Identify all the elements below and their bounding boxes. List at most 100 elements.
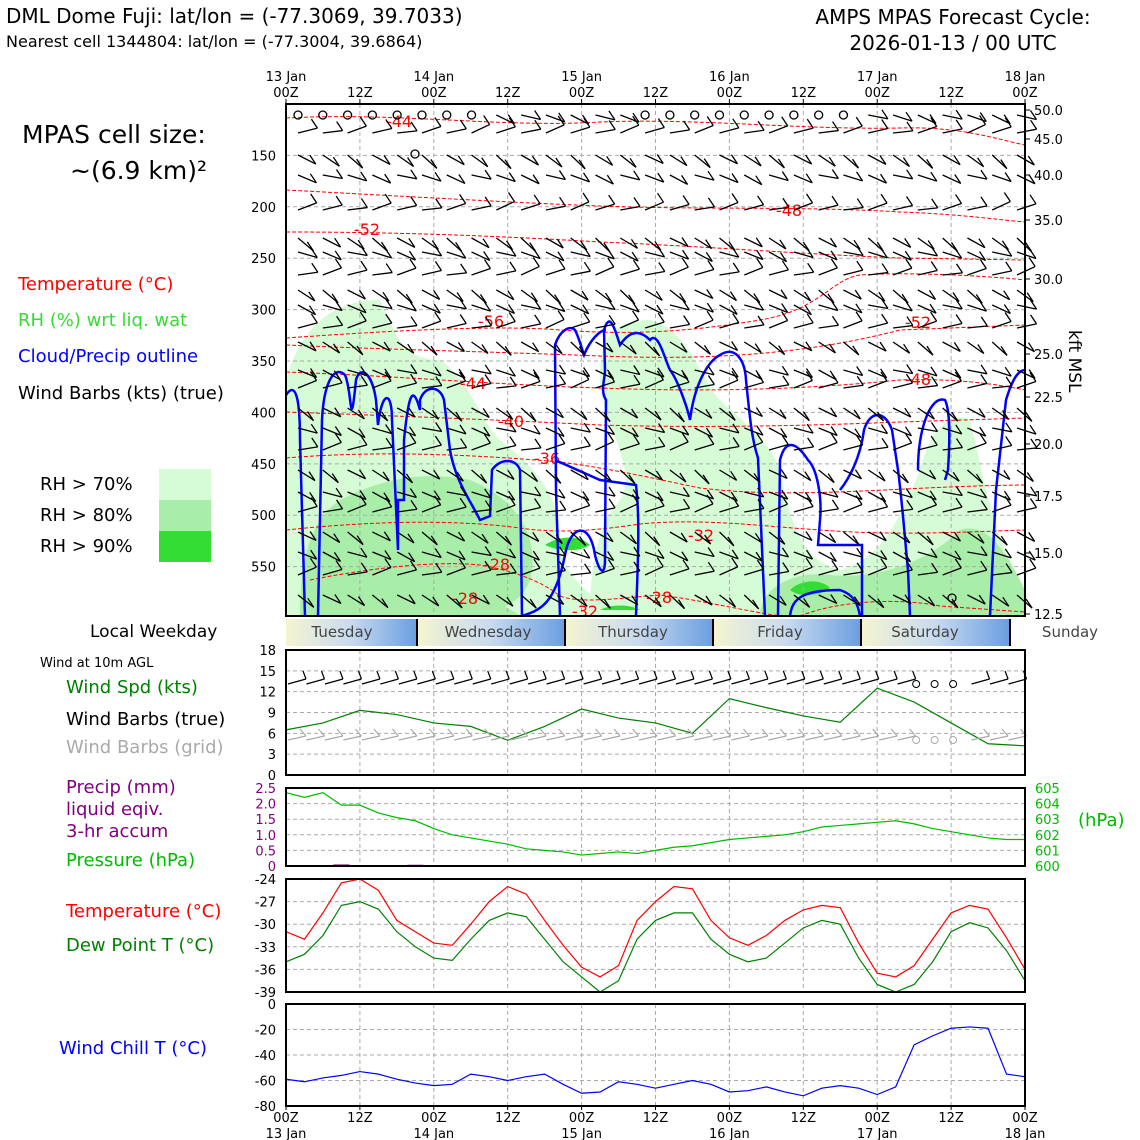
wind-barb	[322, 469, 339, 484]
wind-barb-flag	[430, 159, 438, 169]
wind-barb-flag	[781, 489, 789, 500]
wind-barb	[1016, 380, 1037, 389]
wind-barb	[570, 469, 589, 481]
wind-barb	[917, 531, 934, 546]
wind-barb	[744, 324, 765, 329]
wind-barb	[694, 341, 711, 355]
wind-barb	[967, 508, 988, 513]
wind-barb	[545, 551, 566, 557]
top-date-label: 14 Jan	[413, 70, 454, 85]
temp-contour-1	[285, 189, 1026, 223]
wind-barb-flag	[879, 173, 888, 184]
wind-barb	[297, 202, 317, 211]
temp-contour-4	[285, 324, 1026, 358]
surface-barb	[417, 678, 436, 685]
wind-barb	[1016, 323, 1037, 329]
wind-barb	[396, 251, 416, 261]
wind-barb	[991, 154, 1008, 170]
wind-barb-flag	[608, 486, 616, 497]
wind-barb	[917, 551, 938, 559]
grid-barb-flag	[835, 728, 843, 737]
wind-barb	[446, 202, 466, 211]
wind-barb	[669, 491, 690, 498]
wind-barb	[991, 407, 1009, 421]
wind-barb	[347, 427, 366, 439]
wind-barb-flag	[603, 412, 611, 423]
calm-circle	[392, 110, 402, 120]
grid-barb	[638, 735, 658, 741]
bottom-date-label: 15 Jan	[561, 1127, 602, 1140]
wind-barb	[421, 341, 438, 356]
wind-barb-flag	[954, 368, 962, 379]
wind-barb-flag	[583, 367, 591, 377]
wind-barb-flag	[480, 473, 488, 484]
wind-barb	[446, 237, 463, 252]
wind-barb-flag	[557, 427, 565, 437]
wind-barb-flag	[653, 536, 661, 547]
wind-barb	[347, 503, 367, 513]
wind-barb	[595, 381, 615, 389]
wind-barb-flag	[483, 426, 491, 437]
wind-barb	[372, 380, 392, 389]
wind-barb-flag	[658, 423, 666, 433]
grid-barb-flag	[539, 728, 547, 737]
surface-barb-flag	[487, 670, 492, 680]
legend-wind-speed: Wind Spd (kts)	[66, 677, 198, 698]
wind-barb	[719, 127, 739, 134]
weekday-label: Local Weekday	[90, 622, 218, 642]
wind-barb-flag	[632, 259, 640, 270]
surface-barb	[971, 678, 990, 685]
wind-barb	[496, 320, 516, 329]
wind-barb-flag	[336, 121, 344, 131]
wind-barb	[595, 203, 615, 211]
wind-barb-flag	[906, 364, 914, 374]
wind-barb	[669, 407, 685, 423]
wind-barb	[520, 203, 541, 211]
wind-barb	[917, 369, 938, 377]
legend-rh: RH (%) wrt liq. wat	[18, 310, 188, 331]
wind-barb-flag	[903, 533, 911, 544]
wind-barb	[744, 491, 764, 498]
wind-barb-flag	[829, 237, 838, 248]
wind-barb	[421, 491, 441, 501]
wind-barb	[694, 570, 715, 576]
wind-barb	[545, 124, 565, 134]
grid-barb	[657, 735, 676, 741]
wind-barb-flag	[951, 598, 959, 609]
wind-barb	[421, 125, 442, 134]
surface-barb-flag	[413, 670, 418, 680]
surface-barb-flag	[598, 670, 603, 680]
wind-barb	[372, 531, 391, 542]
wind-barb-flag	[360, 562, 368, 573]
precip-ytick-label: 2.5	[255, 782, 276, 797]
wind-barb-flag	[506, 596, 514, 607]
wind-barb	[322, 551, 341, 562]
wind-barb	[322, 491, 343, 498]
temp-contour-label: -44	[460, 374, 486, 393]
temp-contour-label: -28	[646, 588, 672, 607]
wind-barb	[347, 384, 368, 389]
wind-barb	[867, 566, 888, 576]
wind-barb	[620, 427, 639, 438]
wind-barb	[743, 369, 763, 380]
wind-barb-flag	[456, 471, 464, 482]
wind-barb-flag	[881, 437, 889, 448]
wind-barb	[719, 289, 737, 302]
wind-barb	[644, 341, 660, 357]
wind-barb-flag	[405, 473, 414, 484]
wind-barb-flag	[382, 471, 390, 482]
wind-barb-flag	[409, 426, 417, 437]
precip-ytick-label: 1.5	[255, 813, 276, 828]
wind-barb-flag	[410, 373, 418, 384]
wind-barb-flag	[307, 411, 315, 421]
wind-barb-flag	[555, 157, 563, 168]
wind-barb	[967, 569, 987, 576]
forecast-cycle-label: AMPS MPAS Forecast Cycle:	[815, 5, 1091, 29]
wind-ytick-label: 12	[259, 686, 276, 701]
surface-barb	[509, 678, 528, 685]
wind-barb	[471, 289, 487, 304]
wind-barb	[520, 174, 540, 185]
grid-barb-flag	[872, 728, 880, 737]
grid-barb	[842, 735, 861, 741]
wind-barb-flag	[633, 374, 641, 385]
